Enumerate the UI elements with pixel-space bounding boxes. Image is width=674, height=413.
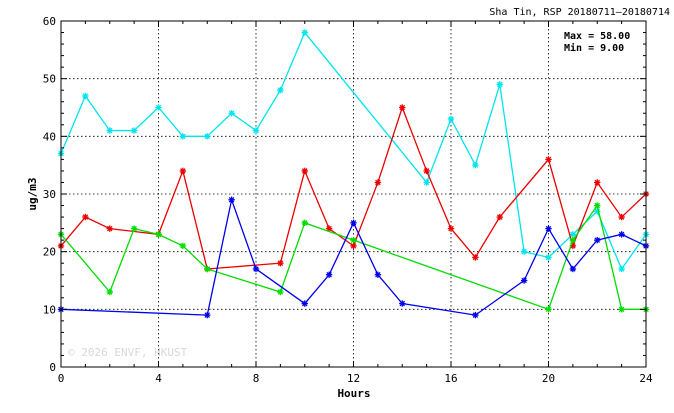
- data-point: [496, 213, 503, 221]
- data-point: [82, 92, 89, 100]
- data-point: [301, 167, 308, 175]
- data-point: [350, 242, 357, 250]
- ticks: 0 4 8 12 16 20 24 0 10 20 30 40 50 60: [43, 15, 653, 385]
- x-tick-label: 0: [58, 372, 65, 385]
- x-tick-label: 4: [155, 372, 162, 385]
- data-point: [325, 271, 333, 278]
- data-point: [252, 265, 260, 273]
- x-tick-label: 12: [347, 372, 360, 385]
- y-tick-label: 20: [43, 246, 56, 259]
- data-point: [301, 300, 308, 307]
- data-point: [447, 115, 455, 123]
- data-point: [301, 219, 308, 227]
- series-4: [57, 196, 650, 319]
- data-point: [130, 127, 138, 134]
- data-point: [155, 104, 162, 111]
- data-point: [423, 179, 430, 186]
- data-point: [277, 260, 284, 267]
- data-point: [325, 225, 333, 232]
- data-point: [374, 271, 382, 278]
- data-point: [82, 213, 89, 221]
- data-point: [520, 277, 528, 284]
- data-point: [399, 300, 406, 307]
- data-point: [496, 81, 503, 88]
- data-point: [618, 213, 625, 221]
- data-point: [569, 236, 577, 244]
- data-point: [252, 127, 260, 134]
- data-point: [618, 231, 625, 238]
- data-point: [179, 133, 187, 140]
- data-point: [594, 236, 601, 244]
- data-point: [106, 288, 113, 296]
- data-point: [228, 110, 235, 117]
- y-tick-label: 30: [43, 188, 56, 201]
- series-2: [57, 104, 650, 273]
- data-point: [350, 219, 357, 227]
- data-point: [399, 104, 406, 111]
- data-point: [106, 127, 113, 134]
- data-point: [594, 202, 601, 209]
- data-point: [447, 225, 455, 232]
- data-point: [569, 231, 577, 238]
- data-point: [106, 225, 113, 232]
- max-stat: Max = 58.00: [564, 31, 630, 42]
- data-point: [130, 225, 138, 232]
- data-point: [545, 225, 552, 232]
- data-point: [618, 306, 625, 313]
- data-point: [545, 254, 552, 261]
- data-point: [423, 167, 430, 175]
- x-axis-title: Hours: [337, 387, 370, 400]
- y-tick-label: 40: [43, 130, 56, 143]
- y-tick-label: 50: [43, 73, 56, 86]
- min-stat: Min = 9.00: [564, 42, 624, 54]
- data-point: [204, 133, 211, 140]
- data-point: [179, 167, 187, 175]
- series-line: [60, 197, 647, 316]
- chart-title: Sha Tin, RSP 20180711–20180714: [489, 7, 670, 18]
- data-point: [277, 87, 284, 94]
- series-3: [57, 202, 650, 313]
- data-point: [277, 288, 284, 296]
- data-point: [179, 242, 187, 250]
- x-tick-label: 16: [444, 372, 457, 385]
- data-point: [374, 179, 382, 186]
- y-axis-title: ug/m3: [26, 177, 39, 210]
- y-tick-label: 60: [43, 15, 56, 28]
- data-point: [472, 254, 479, 261]
- x-tick-label: 20: [542, 372, 555, 385]
- data-point: [472, 311, 479, 319]
- y-tick-label: 0: [49, 361, 56, 374]
- data-point: [594, 179, 601, 186]
- data-point: [520, 248, 528, 255]
- series-layer: [57, 29, 650, 319]
- data-point: [228, 196, 235, 203]
- data-point: [301, 29, 308, 36]
- y-tick-label: 10: [43, 303, 56, 316]
- data-point: [204, 311, 211, 319]
- data-point: [618, 265, 625, 273]
- data-point: [545, 306, 552, 313]
- data-point: [155, 231, 162, 238]
- series-line: [60, 203, 646, 311]
- data-point: [204, 265, 211, 273]
- data-point: [472, 161, 479, 169]
- data-point: [569, 265, 577, 273]
- data-point: [545, 156, 552, 163]
- x-tick-label: 24: [639, 372, 653, 385]
- watermark: © 2026 ENVF, HKUST: [68, 346, 188, 359]
- data-point: [350, 236, 357, 244]
- x-tick-label: 8: [253, 372, 260, 385]
